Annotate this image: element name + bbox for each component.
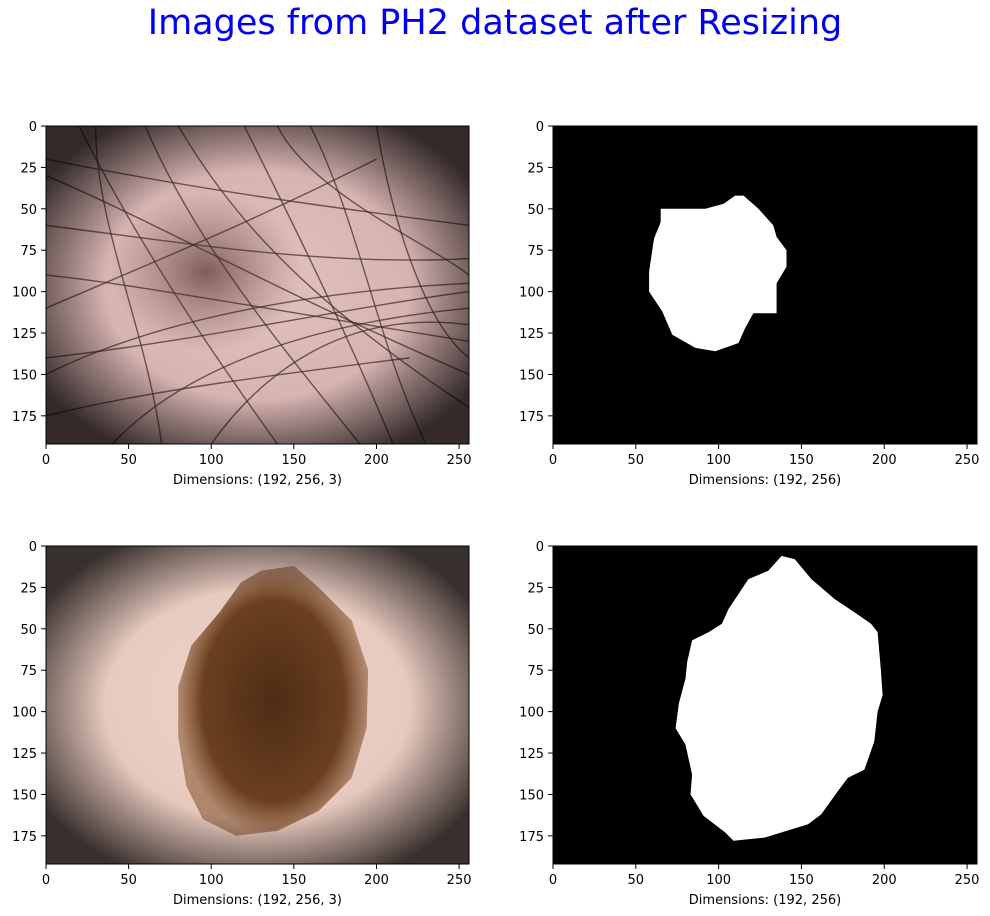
y-tick-label: 50 (20, 203, 37, 218)
y-tick-label: 50 (527, 623, 544, 638)
axes-frame (552, 125, 978, 445)
x-tick-label: 0 (549, 453, 557, 468)
y-tick-label: 100 (12, 286, 37, 301)
y-tick-label: 125 (519, 747, 544, 762)
y-tick-label: 150 (519, 788, 544, 803)
image-content (553, 126, 977, 444)
figure-title: Images from PH2 dataset after Resizing (147, 3, 843, 43)
x-tick-label: 250 (955, 453, 980, 468)
vignette (46, 126, 469, 444)
y-tick-label: 150 (519, 368, 544, 383)
y-tick-label: 75 (527, 664, 544, 679)
x-tick-label: 100 (199, 453, 224, 468)
x-tick-label: 200 (364, 453, 389, 468)
y-tick-label: 125 (12, 747, 37, 762)
y-tick-label: 50 (527, 203, 544, 218)
y-tick-label: 100 (519, 706, 544, 721)
x-tick-label: 250 (447, 873, 472, 888)
x-tick-label: 100 (706, 453, 731, 468)
subplot-4: 0 50 100 150 200 250 0 25 50 75 100 125 150 175 Dimens… (519, 540, 979, 908)
x-tick-label: 150 (281, 453, 306, 468)
x-tick-label: 50 (120, 873, 137, 888)
x-axis-label: Dimensions: (192, 256, 3) (173, 473, 342, 488)
y-tick-label: 175 (12, 830, 37, 845)
x-tick-label: 200 (364, 873, 389, 888)
y-tick-label: 150 (12, 368, 37, 383)
y-tick-label: 100 (519, 286, 544, 301)
y-tick-label: 50 (20, 623, 37, 638)
y-tick-label: 75 (527, 244, 544, 259)
y-tick-label: 75 (20, 664, 37, 679)
y-tick-label: 175 (12, 410, 37, 425)
image-content (46, 126, 469, 444)
x-tick-label: 100 (199, 873, 224, 888)
image-content (553, 546, 977, 864)
y-tick-label: 75 (20, 244, 37, 259)
y-tick-label: 25 (20, 581, 37, 596)
y-tick-label: 0 (29, 540, 37, 555)
x-tick-label: 50 (628, 453, 645, 468)
x-axis-label: Dimensions: (192, 256) (689, 893, 841, 908)
y-tick-label: 100 (12, 706, 37, 721)
image-content (46, 546, 469, 864)
y-tick-label: 175 (519, 830, 544, 845)
y-tick-label: 0 (29, 120, 37, 135)
y-tick-label: 150 (12, 788, 37, 803)
x-tick-label: 0 (42, 453, 50, 468)
axes-frame (45, 125, 470, 445)
x-tick-label: 50 (628, 873, 645, 888)
x-tick-label: 250 (447, 453, 472, 468)
x-tick-label: 100 (706, 873, 731, 888)
y-tick-label: 0 (536, 540, 544, 555)
x-tick-label: 200 (872, 873, 897, 888)
x-tick-label: 250 (955, 873, 980, 888)
x-tick-label: 150 (789, 453, 814, 468)
subplot-2: 0 50 100 150 200 250 0 25 50 75 100 125 150 175 Dimens… (519, 120, 979, 488)
x-tick-label: 150 (789, 873, 814, 888)
y-tick-label: 25 (20, 161, 37, 176)
axes-frame (45, 545, 470, 865)
x-tick-label: 0 (42, 873, 50, 888)
y-tick-label: 175 (519, 410, 544, 425)
x-tick-label: 50 (120, 453, 137, 468)
y-tick-label: 125 (519, 327, 544, 342)
vignette (46, 546, 469, 864)
subplot-3: 0 50 100 150 200 250 0 25 50 75 100 125 150 175 Dimens… (12, 540, 471, 908)
x-tick-label: 200 (872, 453, 897, 468)
subplot-1: 0 50 100 150 200 250 0 25 50 75 100 125 150 175 Dimens… (12, 120, 471, 488)
y-tick-label: 0 (536, 120, 544, 135)
mask-region (649, 195, 787, 352)
x-axis-label: Dimensions: (192, 256) (689, 473, 841, 488)
x-tick-label: 0 (549, 873, 557, 888)
mask-region (675, 555, 883, 841)
y-tick-label: 25 (527, 581, 544, 596)
y-tick-label: 125 (12, 327, 37, 342)
x-axis-label: Dimensions: (192, 256, 3) (173, 893, 342, 908)
y-tick-label: 25 (527, 161, 544, 176)
axes-frame (552, 545, 978, 865)
x-tick-label: 150 (281, 873, 306, 888)
